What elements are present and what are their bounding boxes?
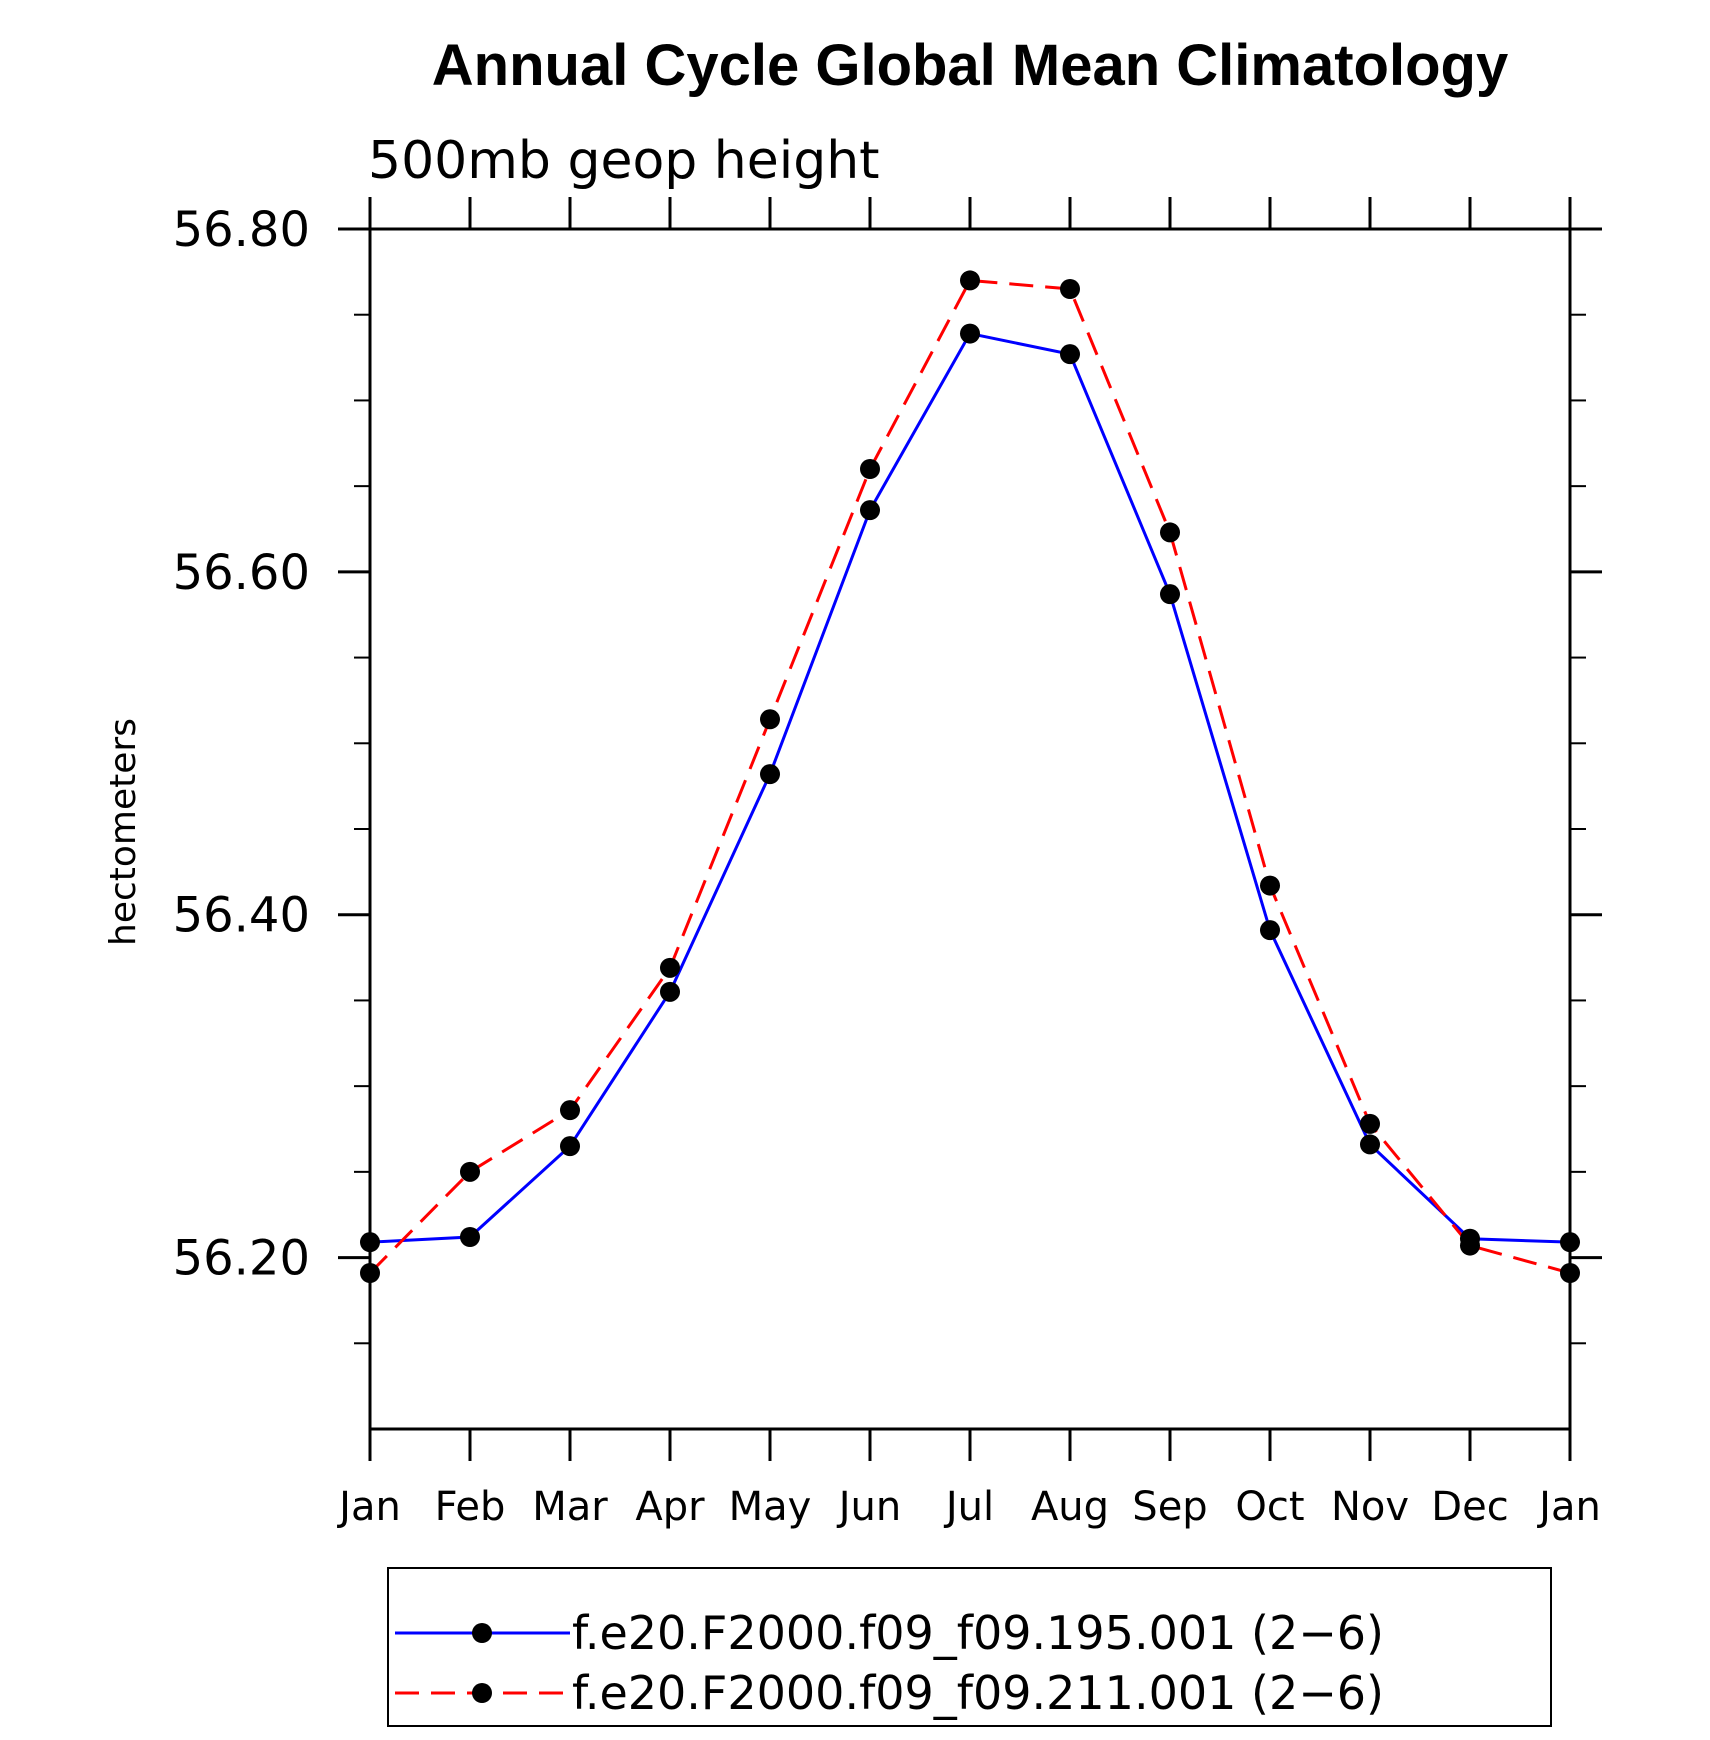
data-series — [360, 270, 1580, 1283]
y-tick-label: 56.40 — [173, 888, 310, 944]
legend-marker-2 — [472, 1683, 492, 1703]
data-point-series-1 — [460, 1227, 480, 1247]
x-tick-label: May — [729, 1484, 812, 1530]
data-point-series-1 — [1260, 920, 1280, 941]
data-point-series-2 — [460, 1161, 480, 1182]
legend: f.e20.F2000.f09_f09.195.001 (2−6) f.e20.F… — [395, 1606, 1384, 1720]
data-point-series-2 — [560, 1100, 580, 1121]
data-point-series-2 — [1160, 522, 1180, 543]
series-line-2 — [368, 278, 1571, 1275]
data-point-series-1 — [560, 1136, 580, 1157]
x-tick-label: Aug — [1031, 1484, 1109, 1530]
legend-marker-1 — [472, 1623, 492, 1643]
data-point-series-1 — [1360, 1134, 1380, 1155]
data-point-series-1 — [1560, 1232, 1580, 1253]
y-axis-label: hectometers — [103, 718, 144, 946]
y-tick-label: 56.20 — [173, 1231, 310, 1287]
data-point-series-1 — [360, 1232, 380, 1253]
data-point-series-2 — [1560, 1263, 1580, 1283]
y-tick-label: 56.80 — [173, 202, 310, 258]
x-tick-label: Jan — [336, 1484, 401, 1530]
data-point-series-2 — [660, 957, 680, 978]
data-point-series-1 — [960, 323, 980, 344]
data-point-series-2 — [360, 1263, 380, 1283]
x-tick-label: Jan — [1536, 1484, 1601, 1530]
y-tick-label: 56.60 — [173, 545, 310, 601]
plot-frame — [368, 227, 1572, 1431]
data-point-series-2 — [1260, 875, 1280, 896]
x-tick-label: Jul — [943, 1484, 994, 1530]
x-tick-label: Sep — [1132, 1484, 1207, 1530]
legend-label-2: f.e20.F2000.f09_f09.211.001 (2−6) — [572, 1666, 1384, 1720]
data-point-series-2 — [1060, 279, 1080, 299]
legend-label-1: f.e20.F2000.f09_f09.195.001 (2−6) — [572, 1606, 1384, 1660]
axes: Jan Feb Mar Apr May Jun Jul Aug Sep Oct Nov Dec Jan 5… — [173, 197, 1602, 1530]
legend-box — [387, 1567, 1552, 1727]
x-tick-label: Mar — [532, 1484, 608, 1530]
chart-subtitle: 500mb geop height — [368, 131, 880, 191]
x-tick-label: Dec — [1431, 1484, 1508, 1530]
data-point-series-1 — [760, 764, 780, 785]
x-tick-label: Apr — [635, 1484, 705, 1530]
data-point-series-2 — [1460, 1235, 1480, 1256]
x-tick-label: Nov — [1331, 1484, 1409, 1530]
series-line-1 — [369, 331, 1571, 1244]
data-point-series-1 — [1060, 344, 1080, 365]
data-point-series-1 — [660, 981, 680, 1002]
x-tick-label: Oct — [1235, 1484, 1304, 1530]
data-point-series-2 — [860, 459, 880, 479]
data-point-series-2 — [1360, 1113, 1380, 1134]
data-point-series-1 — [860, 500, 880, 521]
data-point-series-2 — [960, 270, 980, 291]
x-tick-label: Jun — [836, 1484, 902, 1530]
x-tick-label: Feb — [435, 1484, 506, 1530]
data-point-series-1 — [1160, 584, 1180, 605]
data-point-series-2 — [760, 709, 780, 730]
chart-title: Annual Cycle Global Mean Climatology — [432, 33, 1508, 98]
